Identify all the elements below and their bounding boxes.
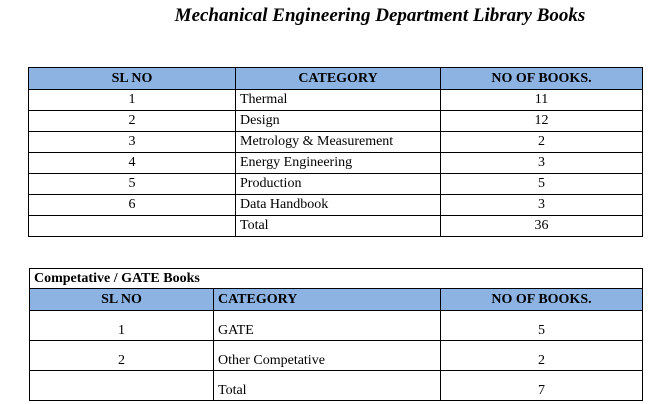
cell-category: Other Competative <box>213 340 441 371</box>
table-row: 1 GATE 5 <box>29 310 643 341</box>
cell-no-of-books: 5 <box>440 310 643 341</box>
table-row: 4 Energy Engineering 3 <box>28 152 643 174</box>
cell-no-of-books: 36 <box>440 215 643 237</box>
cell-sl-no: 1 <box>29 310 214 341</box>
cell-no-of-books: 12 <box>440 110 643 132</box>
cell-category: GATE <box>213 310 441 341</box>
cell-category: Design <box>235 110 441 132</box>
table-row: Total 7 <box>29 370 643 401</box>
table-row: 3 Metrology & Measurement 2 <box>28 131 643 153</box>
table-row: 5 Production 5 <box>28 173 643 195</box>
table-row: 1 Thermal 11 <box>28 89 643 111</box>
cell-no-of-books: 2 <box>440 340 643 371</box>
table-row: Total 36 <box>28 215 643 237</box>
header-no-of-books: NO OF BOOKS. <box>440 67 643 90</box>
cell-sl-no: 4 <box>28 152 236 174</box>
cell-no-of-books: 7 <box>440 370 643 401</box>
cell-no-of-books: 11 <box>440 89 643 111</box>
header-row: SL NO CATEGORY NO OF BOOKS. <box>29 288 643 311</box>
cell-no-of-books: 3 <box>440 152 643 174</box>
cell-category: Total <box>213 370 441 401</box>
table-caption: Competative / GATE Books <box>29 268 643 289</box>
cell-no-of-books: 2 <box>440 131 643 153</box>
cell-sl-no: 1 <box>28 89 236 111</box>
cell-category: Data Handbook <box>235 194 441 216</box>
table-row: 2 Design 12 <box>28 110 643 132</box>
cell-category: Total <box>235 215 441 237</box>
cell-no-of-books: 5 <box>440 173 643 195</box>
competitive-books-table: Competative / GATE Books SL NO CATEGORY … <box>29 268 643 401</box>
header-row: SL NO CATEGORY NO OF BOOKS. <box>28 67 643 90</box>
cell-sl-no: 2 <box>28 110 236 132</box>
cell-sl-no: 6 <box>28 194 236 216</box>
table-row: 2 Other Competative 2 <box>29 340 643 371</box>
cell-category: Production <box>235 173 441 195</box>
cell-sl-no <box>29 370 214 401</box>
cell-category: Metrology & Measurement <box>235 131 441 153</box>
cell-sl-no: 5 <box>28 173 236 195</box>
cell-sl-no: 2 <box>29 340 214 371</box>
cell-category: Energy Engineering <box>235 152 441 174</box>
header-category: CATEGORY <box>213 288 441 311</box>
cell-sl-no <box>28 215 236 237</box>
header-sl-no: SL NO <box>28 67 236 90</box>
header-no-of-books: NO OF BOOKS. <box>440 288 643 311</box>
cell-category: Thermal <box>235 89 441 111</box>
page-title: Mechanical Engineering Department Librar… <box>174 5 586 26</box>
header-sl-no: SL NO <box>29 288 214 311</box>
cell-sl-no: 3 <box>28 131 236 153</box>
library-books-table: SL NO CATEGORY NO OF BOOKS. 1 Thermal 11 2 D… <box>28 67 643 237</box>
header-category: CATEGORY <box>235 67 441 90</box>
table-row: 6 Data Handbook 3 <box>28 194 643 216</box>
cell-no-of-books: 3 <box>440 194 643 216</box>
